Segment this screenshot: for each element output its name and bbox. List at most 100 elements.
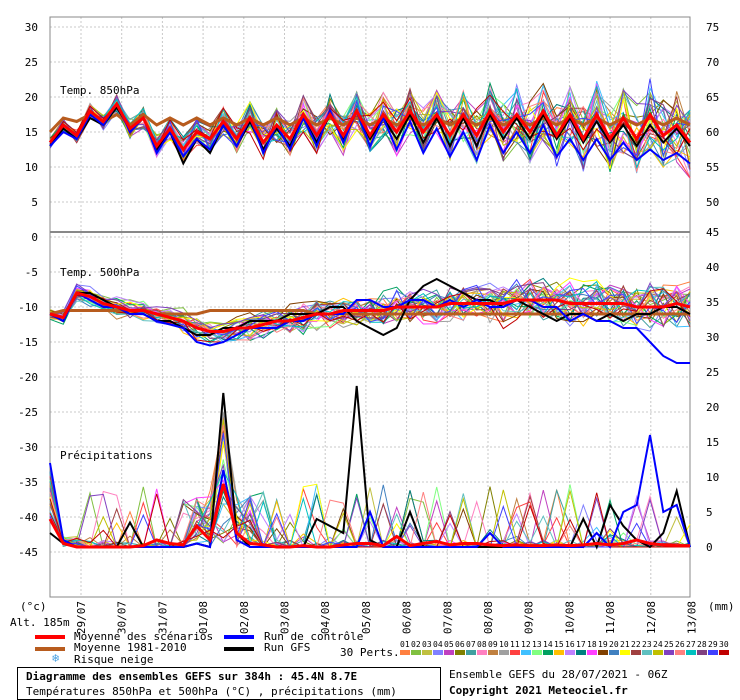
pert-swatch bbox=[521, 650, 531, 655]
left-unit-label: (°c) bbox=[20, 600, 47, 613]
pert-number: 06 bbox=[455, 640, 465, 649]
date-label: 29/07 bbox=[75, 601, 88, 634]
left-tick-label: -25 bbox=[18, 406, 38, 419]
pert-number: 30 bbox=[719, 640, 729, 649]
pert-number: 11 bbox=[510, 640, 520, 649]
right-tick-label: 5 bbox=[706, 506, 713, 519]
panel-label-precip: Précipitations bbox=[60, 449, 153, 462]
pert-line-precip bbox=[49, 419, 690, 548]
pert-swatch bbox=[609, 650, 619, 655]
right-tick-label: 40 bbox=[706, 261, 719, 274]
left-tick-label: 15 bbox=[25, 126, 38, 139]
date-label: 31/07 bbox=[156, 601, 169, 634]
date-label: 02/08 bbox=[238, 601, 251, 634]
date-label: 03/08 bbox=[279, 601, 292, 634]
legend-label-perts: 30 Perts. bbox=[340, 646, 400, 659]
series-line-t850 bbox=[48, 112, 691, 134]
pert-swatch bbox=[576, 650, 586, 655]
legend-swatch-gfs bbox=[224, 647, 254, 651]
legend-label-climate: Moyenne 1981-2010 bbox=[74, 641, 187, 654]
pert-swatch bbox=[642, 650, 652, 655]
axis-labels: 302520151050-5-10-15-20-25-30-35-40-4575… bbox=[10, 21, 735, 634]
pert-line-t500 bbox=[49, 278, 691, 338]
left-tick-label: -35 bbox=[18, 476, 38, 489]
date-label: 01/08 bbox=[197, 601, 210, 634]
left-tick-label: -10 bbox=[18, 301, 38, 314]
pert-number: 03 bbox=[422, 640, 432, 649]
date-label: 10/08 bbox=[563, 601, 576, 634]
pert-swatch bbox=[543, 650, 553, 655]
series-line-t500 bbox=[49, 291, 690, 364]
pert-number: 10 bbox=[499, 640, 509, 649]
legend-label-snow: Risque neige bbox=[74, 653, 154, 666]
series-line-t850 bbox=[48, 101, 692, 153]
pert-swatch bbox=[411, 650, 421, 655]
pert-number: 15 bbox=[554, 640, 564, 649]
pert-swatch bbox=[455, 650, 465, 655]
panel-label-t500: Temp. 500hPa bbox=[60, 266, 139, 279]
pert-number: 12 bbox=[521, 640, 531, 649]
pert-number: 16 bbox=[565, 640, 575, 649]
pert-swatch bbox=[488, 650, 498, 655]
pert-swatch bbox=[499, 650, 509, 655]
date-label: 07/08 bbox=[441, 601, 454, 634]
date-label: 05/08 bbox=[360, 601, 373, 634]
pert-number: 28 bbox=[697, 640, 707, 649]
pert-swatch bbox=[664, 650, 674, 655]
pert-swatch bbox=[532, 650, 542, 655]
footer-title-box: Diagramme des ensembles GEFS sur 384h : … bbox=[17, 667, 441, 700]
pert-number: 04 bbox=[433, 640, 443, 649]
pert-swatch bbox=[422, 650, 432, 655]
panel-label-t850: Temp. 850hPa bbox=[60, 84, 139, 97]
right-tick-label: 25 bbox=[706, 366, 719, 379]
left-tick-label: -15 bbox=[18, 336, 38, 349]
left-tick-label: 10 bbox=[25, 161, 38, 174]
date-label: 04/08 bbox=[319, 601, 332, 634]
date-label: 11/08 bbox=[604, 601, 617, 634]
left-tick-label: 5 bbox=[31, 196, 38, 209]
pert-line-t850 bbox=[49, 89, 691, 170]
legend-swatch-control bbox=[224, 635, 254, 639]
pert-swatch bbox=[433, 650, 443, 655]
pert-swatch bbox=[686, 650, 696, 655]
right-tick-label: 60 bbox=[706, 126, 719, 139]
date-label: 09/08 bbox=[523, 601, 536, 634]
pert-number: 02 bbox=[411, 640, 421, 649]
pert-number: 24 bbox=[653, 640, 663, 649]
pert-number: 13 bbox=[532, 640, 542, 649]
pert-number: 01 bbox=[400, 640, 410, 649]
altitude-label: Alt. 185m bbox=[10, 616, 70, 629]
left-tick-label: -40 bbox=[18, 511, 38, 524]
right-tick-label: 65 bbox=[706, 91, 719, 104]
series-line-t850 bbox=[49, 101, 691, 165]
right-tick-label: 70 bbox=[706, 56, 719, 69]
series-line-t850 bbox=[49, 105, 691, 166]
pert-swatch bbox=[719, 650, 729, 655]
pert-swatch bbox=[400, 650, 410, 655]
left-tick-label: 25 bbox=[25, 56, 38, 69]
pert-swatch bbox=[565, 650, 575, 655]
pert-number: 08 bbox=[477, 640, 487, 649]
right-tick-label: 10 bbox=[706, 471, 719, 484]
right-tick-label: 35 bbox=[706, 296, 719, 309]
footer-run-info: Ensemble GEFS du 28/07/2021 - 06Z bbox=[449, 668, 668, 681]
pert-swatch bbox=[510, 650, 520, 655]
pert-swatch bbox=[587, 650, 597, 655]
pert-swatch bbox=[631, 650, 641, 655]
left-tick-label: -20 bbox=[18, 371, 38, 384]
pert-number: 19 bbox=[598, 640, 608, 649]
pert-number: 27 bbox=[686, 640, 696, 649]
pert-line-precip bbox=[49, 415, 690, 548]
pert-swatch bbox=[675, 650, 685, 655]
footer-title: Diagramme des ensembles GEFS sur 384h : … bbox=[26, 670, 358, 683]
ensemble-chart: 302520151050-5-10-15-20-25-30-35-40-4575… bbox=[10, 16, 735, 634]
right-unit-label: (mm) bbox=[708, 600, 735, 613]
pert-number: 18 bbox=[587, 640, 597, 649]
legend-label-gfs: Run GFS bbox=[264, 641, 311, 654]
pert-line-precip bbox=[49, 412, 691, 548]
date-label: 08/08 bbox=[482, 601, 495, 634]
right-tick-label: 50 bbox=[706, 196, 719, 209]
pert-number: 26 bbox=[675, 640, 685, 649]
pert-swatch bbox=[697, 650, 707, 655]
right-tick-label: 45 bbox=[706, 226, 719, 239]
